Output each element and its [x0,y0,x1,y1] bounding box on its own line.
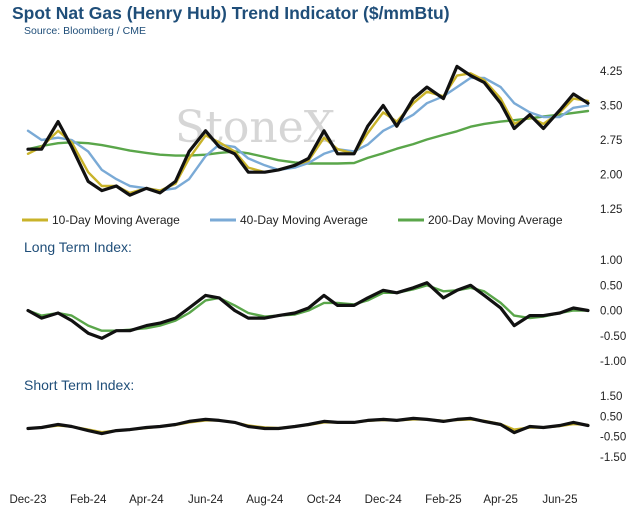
price-y-tick-label: 3.50 [600,101,622,113]
x-tick-label: Oct-24 [307,494,342,506]
long-term-y-tick-label: 0.00 [600,306,622,318]
price-y-tick-label: 2.00 [600,170,622,182]
short-term-y-tick-label: -0.50 [600,432,626,444]
short-term-index-panel: 1.50 0.50 -0.50 -1.50 [26,391,626,464]
long-term-y-tick-label: -1.00 [600,356,626,368]
x-tick-label: Aug-24 [246,494,284,506]
short-term-y-tick-label: -1.50 [600,452,626,464]
x-tick-label: Jun-24 [188,494,224,506]
x-tick-label: Feb-24 [70,494,107,506]
x-tick-label: Apr-25 [483,494,518,506]
legend-label-ma40: 40-Day Moving Average [240,213,368,227]
x-axis: Dec-23 Feb-24 Apr-24 Jun-24 Aug-24 Oct-24 Dec-… [9,494,577,506]
price-panel: 4.25 3.50 2.75 2.00 1.25 [26,64,622,216]
short-term-index-line [26,416,590,436]
x-tick-label: Dec-24 [365,494,403,506]
price-y-tick-label: 4.25 [600,66,622,78]
long-term-y-tick-label: 1.00 [600,255,622,267]
short-term-y-tick-label: 1.50 [600,391,622,403]
long-term-index-line [26,281,590,340]
x-tick-label: Dec-23 [9,494,46,506]
legend-label-ma10: 10-Day Moving Average [52,213,180,227]
watermark: StoneX [175,102,336,153]
long-term-y-tick-label: 0.50 [600,280,622,292]
x-tick-label: Apr-24 [129,494,164,506]
chart-title: Spot Nat Gas (Henry Hub) Trend Indicator… [12,3,450,23]
ma40-line [26,76,590,192]
short-term-y-tick-label: 0.50 [600,411,622,423]
long-term-y-tick-label: -0.50 [600,331,626,343]
x-tick-label: Feb-25 [425,494,461,506]
price-legend: 10-Day Moving Average 40-Day Moving Avera… [22,213,563,227]
short-term-index-title: Short Term Index: [24,377,134,393]
legend-label-ma200: 200-Day Moving Average [428,213,563,227]
price-y-tick-label: 1.25 [600,204,622,216]
price-y-tick-label: 2.75 [600,135,622,147]
chart-source: Source: Bloomberg / CME [24,25,146,37]
x-tick-label: Jun-25 [542,494,577,506]
long-term-index-panel: 1.00 0.50 0.00 -0.50 -1.00 [26,255,626,368]
long-term-index-title: Long Term Index: [24,239,132,255]
spot-price-line [26,64,590,197]
